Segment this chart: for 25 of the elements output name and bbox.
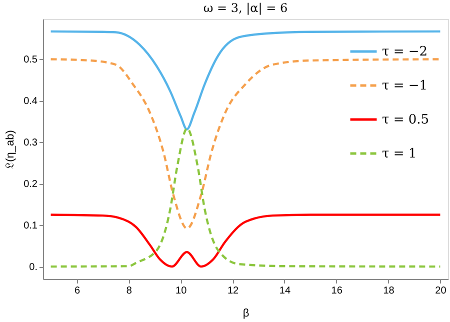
y-tick-label: 0.2 (24, 179, 38, 190)
x-tick-label: 18 (383, 286, 395, 296)
x-tick-label: 10 (176, 286, 188, 296)
y-tick-label: 0.5 (24, 54, 38, 66)
x-tick-label: 14 (279, 286, 291, 296)
x-tick-label: 16 (331, 286, 343, 296)
line-series (50, 58, 442, 230)
x-tick-label: 6 (74, 286, 80, 296)
legend-label: τ = 1 (382, 146, 417, 162)
x-tick-label: 12 (227, 286, 240, 296)
x-tick-label: 8 (126, 286, 132, 296)
y-tick-label: 0.4 (24, 96, 38, 108)
chart-title: ω = 3, |α| = 6 (203, 1, 288, 15)
y-tick-label: 0. (29, 262, 38, 274)
legend-label: τ = 0.5 (382, 112, 430, 128)
legend-label: τ = −1 (382, 78, 428, 94)
x-tick-label: 20 (435, 286, 447, 296)
y-tick-label: 0.1 (24, 220, 38, 232)
line-series (50, 214, 442, 268)
legend-label: τ = −2 (382, 44, 428, 60)
line-series (50, 30, 442, 130)
y-tick-label: 0.3 (24, 138, 38, 149)
line-series (50, 127, 442, 268)
y-axis-title: 𝔏(η_ab) (4, 130, 17, 169)
x-axis-title: β (242, 308, 250, 320)
